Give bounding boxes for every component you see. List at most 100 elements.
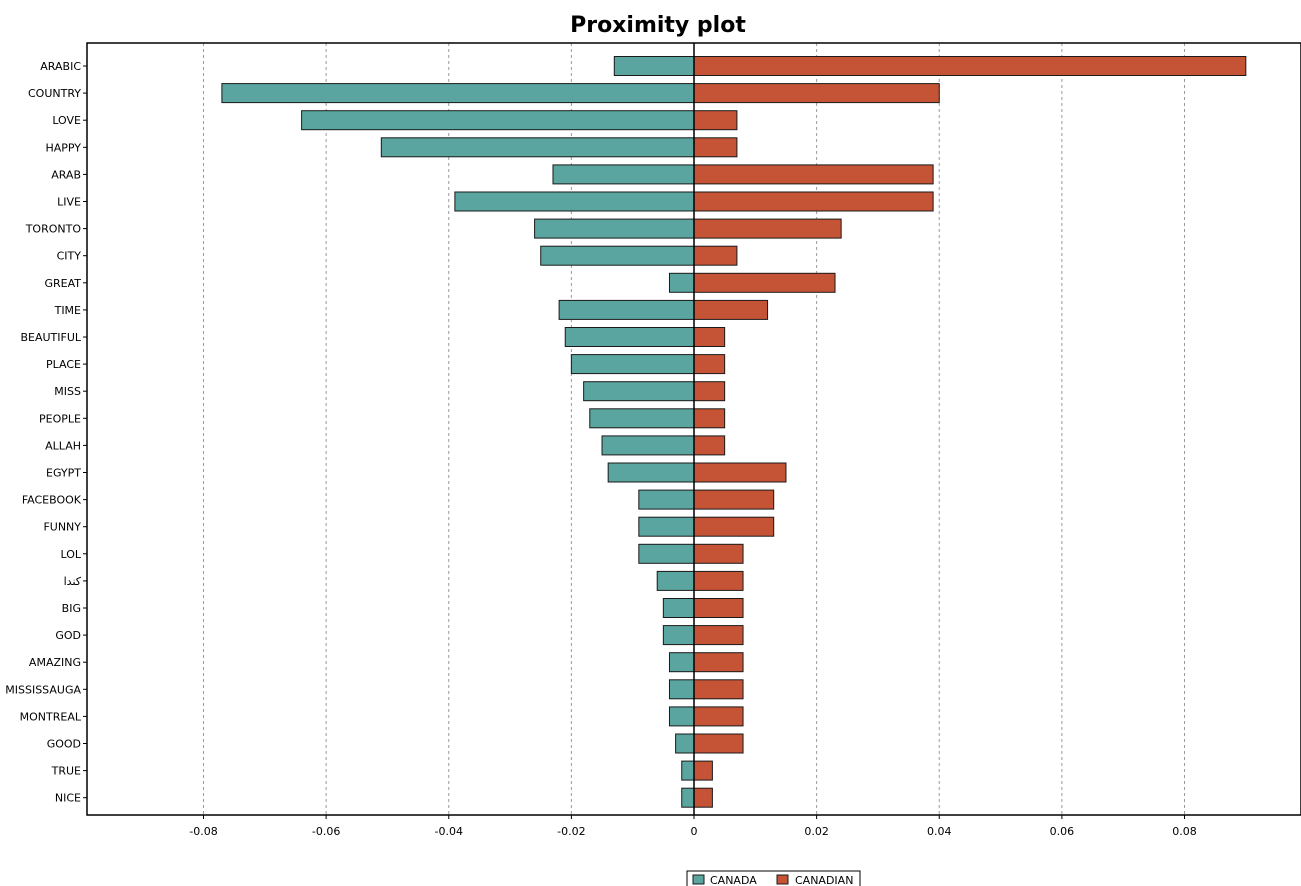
bar-canadian-16 [693, 489, 775, 510]
category-label: HAPPY [45, 141, 81, 154]
category-label: FUNNY [43, 521, 81, 534]
bar-canadian-9 [693, 299, 769, 320]
bar-canadian-8 [693, 272, 836, 293]
value-tick-label: -0.04 [435, 825, 463, 838]
bar-canada-10 [564, 327, 695, 347]
category-label: EGYPT [46, 467, 81, 480]
bar-canada-24 [668, 706, 695, 727]
bar-canada-15 [607, 462, 695, 483]
bar-canadian-10 [693, 327, 726, 347]
bar-canadian-25 [693, 733, 744, 754]
bar-canadian-17 [693, 516, 775, 537]
category-label: PLACE [46, 358, 81, 371]
bar-canadian-6 [693, 218, 842, 239]
bar-canada-6 [534, 218, 695, 239]
legend-box [686, 870, 861, 886]
bar-canada-9 [558, 299, 695, 320]
bar-canadian-2 [693, 110, 738, 131]
bar-canadian-23 [693, 679, 744, 700]
bar-canada-13 [589, 408, 695, 429]
category-label: ARABIC [40, 60, 81, 73]
bar-canada-11 [570, 354, 695, 375]
value-tick-label: 0.06 [1050, 825, 1075, 838]
bar-canadian-12 [693, 381, 726, 402]
category-axis: ARABIC COUNTRY LOVE HAPPY ARAB LIVE TORONTO CIT… [5, 60, 87, 805]
chart-title: Proximity plot [570, 13, 746, 38]
value-tick-label: -0.02 [557, 825, 585, 838]
bar-canada-16 [638, 489, 695, 510]
legend-swatch-canada [692, 874, 705, 885]
category-label: GREAT [44, 277, 81, 290]
category-label: كندا [64, 575, 82, 588]
category-label: MONTREAL [20, 710, 82, 723]
bar-canadian-5 [693, 191, 934, 212]
category-label: FACEBOOK [22, 494, 82, 507]
category-label: AMAZING [29, 656, 81, 669]
category-label: LOVE [52, 114, 81, 127]
legend-label-canadian: CANADIAN [795, 874, 853, 886]
bar-canada-26 [681, 760, 695, 781]
bar-canada-20 [662, 598, 695, 618]
bar-canada-5 [454, 191, 695, 212]
bar-canadian-13 [693, 408, 726, 429]
bar-canadian-26 [693, 760, 713, 781]
legend-swatch-canadian [776, 874, 789, 885]
bar-canada-19 [656, 570, 695, 591]
bar-canadian-20 [693, 598, 744, 618]
legend: CANADA CANADIAN [686, 870, 861, 886]
bar-canadian-27 [693, 787, 713, 808]
bar-canadian-22 [693, 652, 744, 673]
bar-canadian-11 [693, 354, 726, 375]
bar-canada-1 [221, 83, 695, 104]
bar-canadian-0 [693, 56, 1247, 76]
bar-canada-21 [662, 625, 695, 646]
bar-canadian-1 [693, 83, 940, 104]
bar-canada-3 [380, 137, 695, 158]
bar-canada-7 [540, 245, 695, 266]
category-label: GOD [55, 629, 81, 642]
legend-label-canada: CANADA [710, 874, 757, 886]
bar-canadian-19 [693, 570, 744, 591]
category-label: NICE [55, 792, 81, 805]
bar-canadian-3 [693, 137, 738, 158]
bar-canadian-14 [693, 435, 726, 456]
category-label: GOOD [47, 738, 81, 751]
value-axis: -0.08 -0.06 -0.04 -0.02 0 0.02 0.04 0.06 0.08 [189, 815, 1197, 838]
value-tick-label: 0.04 [927, 825, 952, 838]
category-label: BIG [62, 602, 81, 615]
bar-canada-23 [668, 679, 695, 700]
value-tick-label: 0.08 [1172, 825, 1197, 838]
category-label: TIME [54, 304, 81, 317]
bar-canadian-4 [693, 164, 934, 185]
category-label: MISSISSAUGA [5, 683, 81, 696]
bar-canada-8 [668, 272, 695, 293]
bar-canada-14 [601, 435, 695, 456]
bar-canada-18 [638, 543, 695, 564]
bar-canada-4 [552, 164, 695, 185]
category-label: LOL [60, 548, 81, 561]
category-label: BEAUTIFUL [20, 331, 81, 344]
category-label: ARAB [51, 168, 81, 181]
bar-canada-0 [613, 56, 695, 76]
bar-canadian-21 [693, 625, 744, 646]
value-tick-label: -0.08 [189, 825, 217, 838]
bar-canada-12 [583, 381, 695, 402]
category-label: COUNTRY [28, 87, 81, 100]
category-label: LIVE [57, 196, 81, 209]
bar-canadian-7 [693, 245, 738, 266]
category-label: TORONTO [25, 223, 82, 236]
bar-canada-27 [681, 787, 695, 808]
bar-canada-2 [301, 110, 695, 131]
bar-canadian-24 [693, 706, 744, 727]
bar-canada-25 [675, 733, 695, 754]
value-tick-label: 0.02 [804, 825, 829, 838]
bar-canadian-15 [693, 462, 787, 483]
value-tick-label: 0 [691, 825, 698, 838]
category-label: TRUE [51, 765, 81, 778]
category-label: CITY [57, 250, 82, 263]
value-tick-label: -0.06 [312, 825, 340, 838]
bar-canada-17 [638, 516, 695, 537]
category-label: ALLAH [45, 439, 81, 452]
category-label: PEOPLE [39, 412, 81, 425]
